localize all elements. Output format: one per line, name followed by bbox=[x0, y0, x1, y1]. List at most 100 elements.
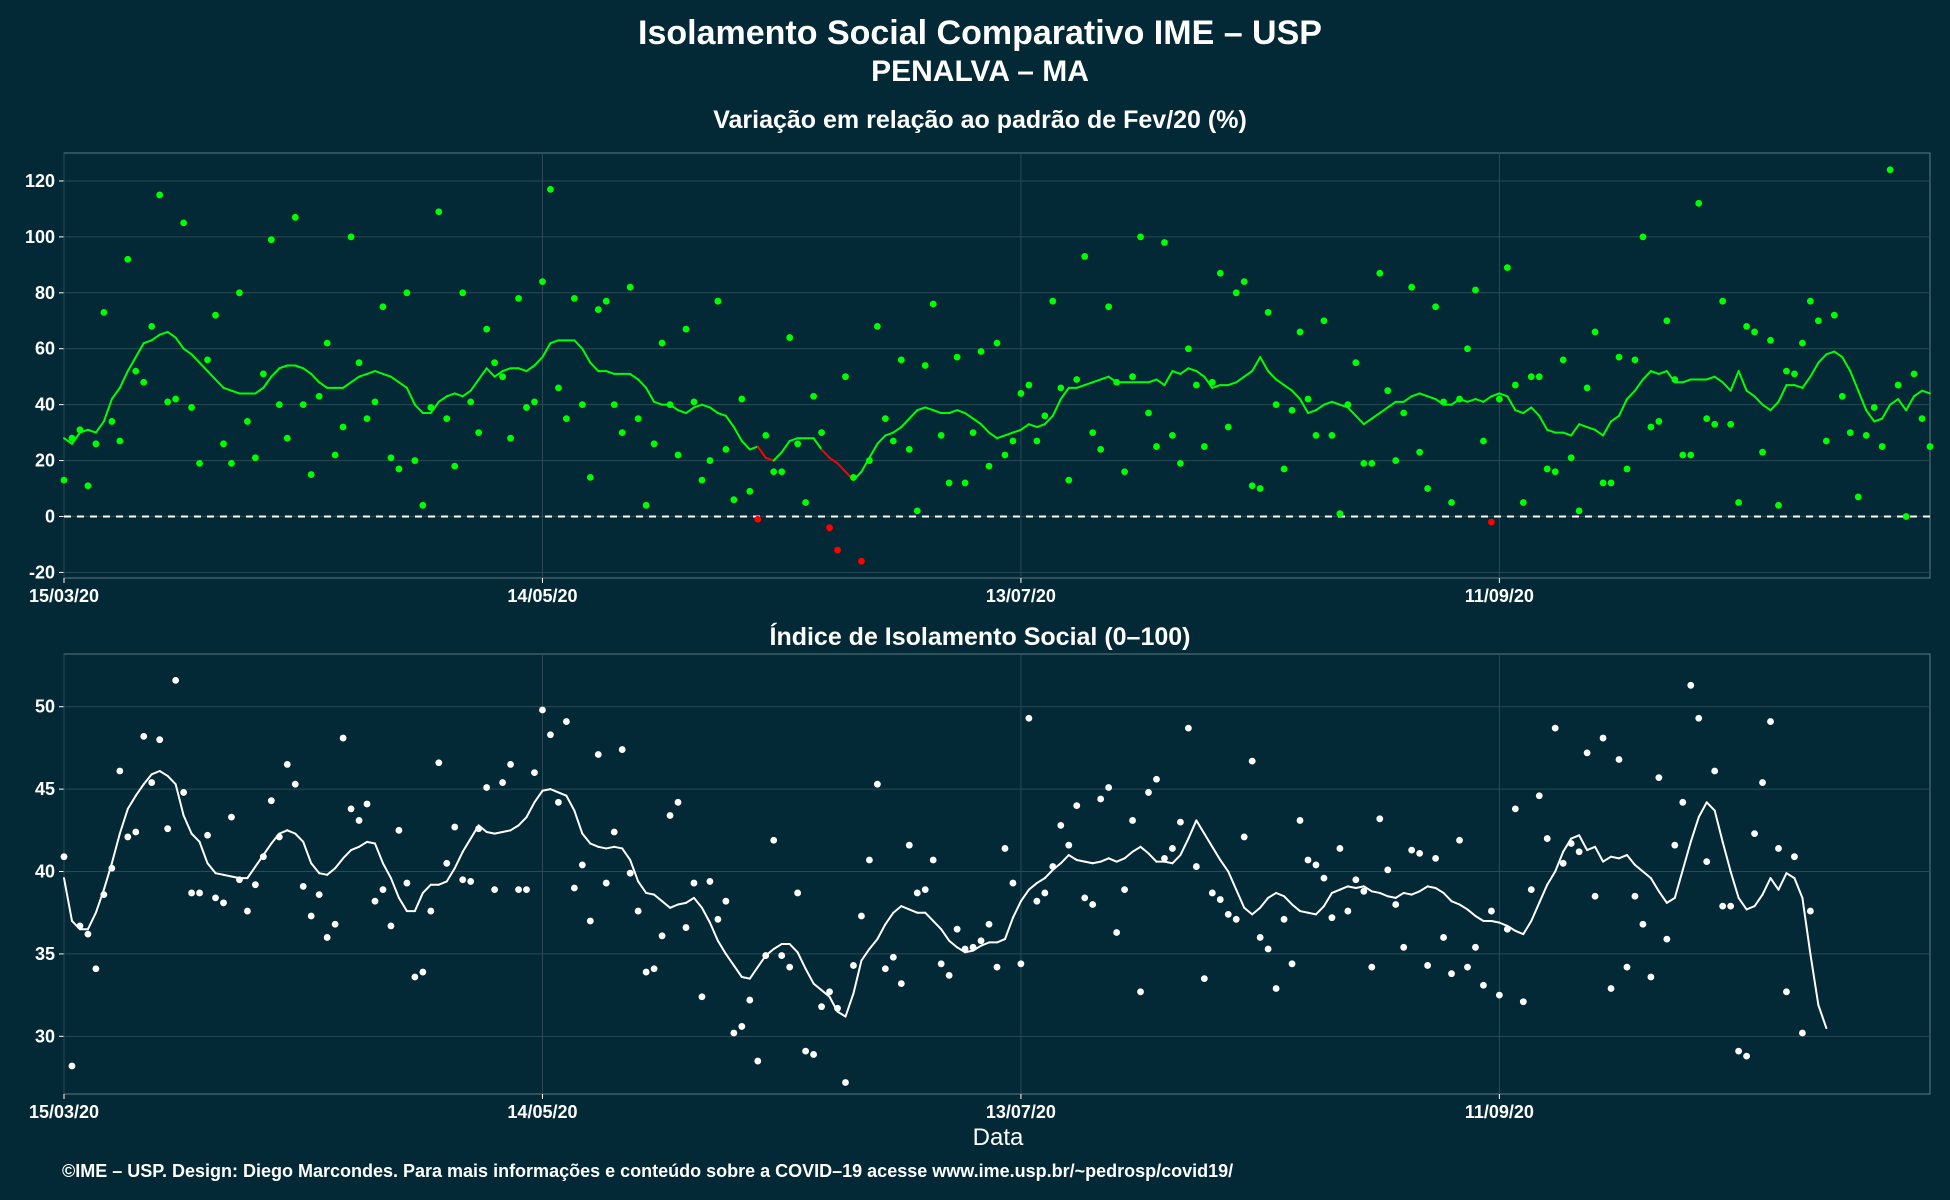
smoothed-line-segment bbox=[525, 364, 536, 373]
smoothed-line-segment bbox=[166, 774, 177, 786]
panel1-title: Variação em relação ao padrão de Fev/20 … bbox=[713, 106, 1247, 134]
smoothed-line-segment bbox=[461, 837, 472, 853]
smoothed-line-segment bbox=[413, 891, 424, 913]
y-tick-label: 120 bbox=[25, 171, 55, 191]
smoothed-line-segment bbox=[1203, 832, 1214, 848]
smoothed-line-segment bbox=[302, 367, 313, 375]
data-point bbox=[570, 294, 578, 302]
smoothed-line-segment bbox=[549, 339, 560, 345]
data-point bbox=[539, 278, 546, 286]
data-point bbox=[674, 798, 682, 806]
data-point bbox=[1352, 876, 1360, 884]
data-point bbox=[977, 937, 985, 945]
data-point bbox=[172, 395, 180, 403]
data-point bbox=[1097, 445, 1105, 453]
data-point bbox=[1551, 724, 1559, 732]
data-point bbox=[1232, 289, 1240, 297]
data-point bbox=[778, 952, 786, 959]
data-point bbox=[834, 546, 841, 554]
data-point bbox=[578, 861, 586, 869]
smoothed-line-segment bbox=[246, 865, 257, 880]
smoothed-line-segment bbox=[86, 428, 97, 434]
data-point bbox=[953, 353, 961, 361]
smoothed-line-segment bbox=[900, 905, 911, 911]
data-point bbox=[236, 876, 243, 884]
smoothed-line-segment bbox=[708, 921, 719, 942]
data-point bbox=[1025, 381, 1033, 389]
data-point bbox=[1575, 507, 1583, 515]
data-point bbox=[1767, 336, 1774, 344]
smoothed-line-segment bbox=[206, 370, 217, 381]
data-point bbox=[826, 524, 833, 532]
y-tick-label: 40 bbox=[35, 862, 55, 882]
smoothed-line-segment bbox=[262, 375, 273, 389]
data-point bbox=[1679, 798, 1687, 806]
smoothed-line-segment bbox=[1833, 350, 1844, 359]
data-point bbox=[1304, 395, 1312, 403]
data-point bbox=[148, 322, 156, 330]
smoothed-line-segment bbox=[1857, 389, 1868, 412]
smoothed-line-segment bbox=[932, 409, 943, 415]
smoothed-line-segment bbox=[1713, 375, 1724, 384]
data-point bbox=[1113, 378, 1121, 386]
data-point bbox=[1440, 934, 1447, 941]
data-point bbox=[236, 289, 243, 297]
data-point bbox=[1783, 988, 1790, 996]
data-point bbox=[770, 836, 778, 844]
data-point bbox=[1336, 845, 1344, 852]
data-point bbox=[419, 501, 427, 509]
data-point bbox=[634, 415, 642, 423]
smoothed-line-segment bbox=[1275, 891, 1286, 898]
data-point bbox=[172, 676, 180, 684]
data-point bbox=[1631, 356, 1639, 364]
data-point bbox=[475, 429, 483, 437]
data-point bbox=[1224, 910, 1232, 918]
data-point bbox=[1073, 376, 1081, 383]
data-point bbox=[913, 889, 921, 897]
smoothed-line-segment bbox=[1586, 426, 1597, 431]
data-point bbox=[1264, 308, 1272, 316]
smoothed-line-segment bbox=[772, 451, 783, 462]
data-point bbox=[339, 734, 347, 742]
smoothed-line-segment bbox=[1618, 854, 1628, 860]
smoothed-line-segment bbox=[1051, 398, 1062, 417]
data-point bbox=[570, 884, 578, 892]
data-point bbox=[1655, 418, 1663, 425]
smoothed-line-segment bbox=[1330, 888, 1341, 894]
y-tick-label: 45 bbox=[35, 779, 55, 799]
smoothed-line-segment bbox=[756, 445, 767, 459]
smoothed-line-segment bbox=[613, 845, 624, 850]
smoothed-line-segment bbox=[190, 353, 201, 364]
smoothed-line-segment bbox=[1418, 392, 1429, 398]
smoothed-line-segment bbox=[1897, 398, 1908, 412]
data-point bbox=[1687, 451, 1695, 459]
data-point bbox=[866, 457, 873, 464]
smoothed-line-segment bbox=[485, 830, 496, 835]
smoothed-line-segment bbox=[1458, 903, 1469, 911]
smoothed-line-segment bbox=[653, 893, 664, 903]
data-point bbox=[371, 398, 379, 406]
data-point bbox=[1137, 233, 1144, 241]
smoothed-line-segment bbox=[1083, 381, 1094, 387]
smoothed-line-segment bbox=[445, 867, 456, 883]
smoothed-line-segment bbox=[740, 975, 751, 980]
data-point bbox=[674, 451, 682, 459]
smoothed-line-segment bbox=[1434, 887, 1445, 894]
data-point bbox=[1033, 437, 1041, 445]
data-point bbox=[1240, 833, 1248, 841]
data-point bbox=[363, 415, 371, 423]
smoothed-line-segment bbox=[461, 389, 472, 398]
data-point bbox=[586, 917, 594, 925]
smoothed-line-segment bbox=[677, 409, 687, 415]
data-point bbox=[1623, 963, 1631, 971]
data-point bbox=[347, 805, 355, 813]
data-point bbox=[1432, 854, 1439, 862]
smoothed-line-segment bbox=[214, 378, 225, 389]
data-point bbox=[108, 864, 116, 872]
smoothed-line-segment bbox=[1035, 423, 1046, 429]
smoothed-line-segment bbox=[1307, 409, 1317, 415]
data-point bbox=[1814, 317, 1822, 325]
data-point bbox=[1432, 303, 1439, 311]
data-point bbox=[1081, 894, 1089, 902]
data-point bbox=[1376, 269, 1384, 277]
